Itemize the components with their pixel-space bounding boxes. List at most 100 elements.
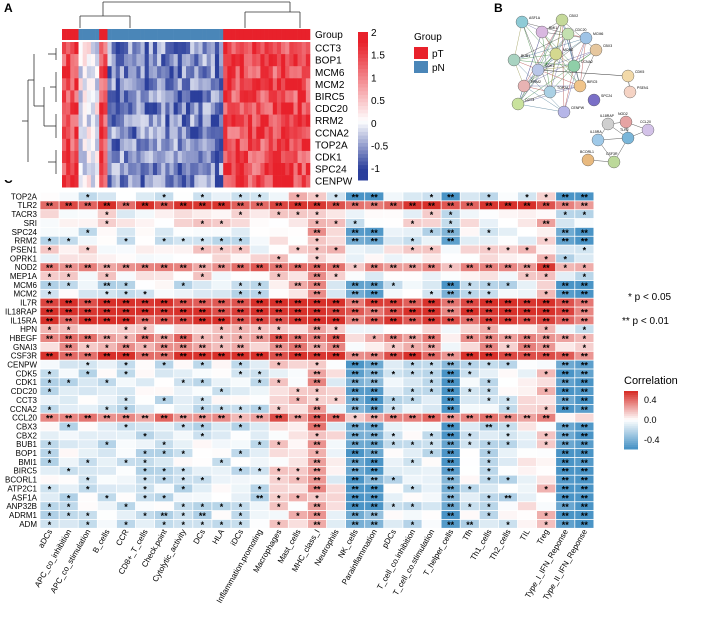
correlation-cell	[116, 457, 136, 466]
correlation-cell	[346, 210, 365, 219]
row-label: PSEN1	[11, 245, 38, 254]
colorbar-segment	[624, 391, 638, 394]
significance-mark: **	[562, 511, 570, 521]
correlation-cell	[174, 192, 193, 201]
heatmap-cell	[260, 42, 265, 55]
heatmap-cell	[202, 163, 207, 176]
correlation-cell	[460, 289, 479, 298]
heatmap-cell	[264, 126, 269, 140]
heatmap-cell	[157, 54, 162, 67]
correlation-cell	[479, 280, 498, 289]
heatmap-cell	[115, 42, 121, 55]
correlation-cell	[422, 387, 441, 396]
correlation-cell	[346, 484, 365, 493]
network-node	[543, 85, 557, 99]
heatmap-cell	[62, 90, 67, 103]
correlation-cell	[59, 227, 78, 236]
correlation-cell	[498, 360, 518, 369]
correlation-cell	[517, 192, 537, 201]
correlation-cell	[575, 316, 594, 325]
heatmap-cell	[148, 175, 154, 188]
significance-mark: **	[581, 281, 589, 291]
correlation-cell	[422, 263, 441, 272]
significance-mark: **	[84, 334, 92, 344]
heatmap-cell	[136, 138, 141, 152]
heatmap-cell	[169, 114, 174, 127]
heatmap-cell	[301, 138, 307, 152]
correlation-cell	[116, 289, 136, 298]
heatmap-cell	[181, 66, 187, 79]
correlation-cell	[59, 192, 78, 201]
heatmap-cell	[190, 42, 195, 55]
correlation-cell	[212, 413, 231, 422]
correlation-cell	[78, 449, 97, 458]
correlation-cell	[326, 404, 346, 413]
colorbar-segment	[358, 87, 368, 92]
correlation-cell	[307, 422, 327, 431]
heatmap-cell	[235, 90, 241, 103]
network-node-label: IL15RA	[590, 130, 602, 134]
heatmap-cell	[62, 163, 67, 176]
correlation-cell	[193, 395, 212, 404]
heatmap-cell	[165, 126, 170, 140]
correlation-cell	[78, 210, 97, 219]
heatmap-cell	[206, 126, 212, 140]
network-edge	[513, 33, 569, 61]
significance-mark: *	[334, 245, 338, 255]
heatmap-cell	[243, 126, 249, 140]
group-annotation-cell	[264, 29, 269, 40]
significance-mark: *	[124, 405, 128, 415]
correlation-cell	[441, 369, 460, 378]
correlation-cell	[479, 493, 498, 502]
heatmap-cell	[219, 54, 224, 67]
heatmap-cell	[136, 66, 141, 79]
network-node	[581, 153, 595, 167]
significance-mark: **	[447, 237, 455, 247]
row-label: GNAI3	[13, 343, 38, 352]
correlation-cell	[212, 360, 231, 369]
significance-mark: **	[428, 352, 436, 362]
significance-mark: **	[543, 263, 551, 273]
significance-mark: **	[466, 307, 474, 317]
correlation-cell	[155, 342, 174, 351]
significance-mark: *	[487, 387, 491, 397]
significance-mark: **	[543, 414, 551, 424]
correlation-cell	[155, 378, 174, 387]
significance-mark: **	[409, 414, 417, 424]
heatmap-cell	[132, 163, 137, 176]
significance-mark: *	[258, 281, 262, 291]
correlation-cell	[231, 502, 250, 511]
heatmap-cell	[223, 163, 228, 176]
heatmap-cell	[223, 114, 228, 127]
significance-mark: **	[352, 281, 360, 291]
significance-mark: **	[409, 263, 417, 273]
correlation-cell	[403, 457, 422, 466]
significance-mark: **	[562, 440, 570, 450]
correlation-cell	[135, 466, 155, 475]
correlation-cell	[116, 192, 136, 201]
correlation-cell	[288, 440, 307, 449]
group-annotation-cell	[161, 29, 166, 40]
significance-mark: *	[430, 449, 434, 459]
network-edge	[517, 103, 565, 113]
group-annotation-cell	[198, 29, 203, 40]
correlation-cell	[97, 192, 116, 201]
significance-mark: **	[485, 263, 493, 273]
correlation-cell	[174, 289, 193, 298]
heatmap-cell	[107, 102, 112, 115]
network-node-label: BMI1	[549, 26, 557, 30]
heatmap-cell	[227, 78, 232, 91]
correlation-cell	[307, 201, 327, 210]
correlation-cell	[403, 404, 422, 413]
network-edge	[579, 49, 597, 87]
column-label: pDCs	[380, 528, 398, 550]
correlation-cell	[155, 466, 174, 475]
heatmap-cell	[95, 114, 100, 127]
heatmap-cell	[285, 126, 290, 140]
heatmap-cell	[289, 150, 294, 164]
correlation-cell	[479, 449, 498, 458]
correlation-cell	[193, 360, 212, 369]
heatmap-cell	[86, 163, 92, 176]
heatmap-cell	[99, 54, 104, 67]
